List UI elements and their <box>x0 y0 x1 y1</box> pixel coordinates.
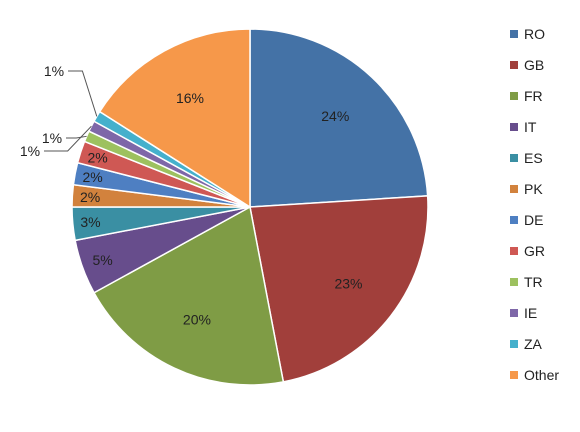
legend-swatch-ie <box>510 309 518 317</box>
legend: RO GB FR IT ES PK DE GR TR IE ZA Other <box>510 26 559 383</box>
legend-swatch-pk <box>510 185 518 193</box>
data-label-gb: 23% <box>334 275 362 291</box>
legend-label-tr: TR <box>524 274 543 290</box>
legend-swatch-za <box>510 340 518 348</box>
data-labels: 24%23%20%5%3%2%2%2%1%1%1%16% <box>20 63 363 328</box>
data-label-tr: 1% <box>42 130 62 146</box>
legend-label-pk: PK <box>524 181 543 197</box>
legend-label-gb: GB <box>524 57 544 73</box>
legend-label-ro: RO <box>524 26 545 42</box>
legend-swatch-it <box>510 123 518 131</box>
legend-swatch-gb <box>510 61 518 69</box>
legend-swatch-ro <box>510 30 518 38</box>
pie-slices <box>71 28 429 386</box>
legend-label-fr: FR <box>524 88 543 104</box>
data-label-es: 3% <box>80 214 100 230</box>
data-label-fr: 20% <box>183 312 211 328</box>
data-label-pk: 2% <box>80 189 100 205</box>
leader-lines <box>44 70 98 152</box>
leader-line-ie <box>44 125 92 152</box>
slice-fr <box>92 205 285 386</box>
data-label-it: 5% <box>93 252 113 268</box>
slice-other <box>98 28 251 209</box>
slice-gb <box>249 195 429 383</box>
legend-swatch-gr <box>510 247 518 255</box>
leader-line-tr <box>66 135 87 139</box>
data-label-other: 16% <box>176 90 204 106</box>
legend-label-de: DE <box>524 212 543 228</box>
legend-swatch-de <box>510 216 518 224</box>
slice-ro <box>249 28 429 208</box>
data-label-za: 1% <box>44 63 64 79</box>
data-label-ro: 24% <box>321 108 349 124</box>
data-label-ie: 1% <box>20 143 40 159</box>
leader-line-za <box>68 70 98 117</box>
legend-label-gr: GR <box>524 243 545 259</box>
legend-swatch-tr <box>510 278 518 286</box>
legend-label-other: Other <box>524 367 559 383</box>
data-label-gr: 2% <box>88 149 108 165</box>
legend-swatch-other <box>510 371 518 379</box>
legend-label-es: ES <box>524 150 543 166</box>
legend-swatch-fr <box>510 92 518 100</box>
legend-label-ie: IE <box>524 305 537 321</box>
data-label-de: 2% <box>83 169 103 185</box>
legend-label-it: IT <box>524 119 537 135</box>
legend-swatch-es <box>510 154 518 162</box>
legend-label-za: ZA <box>524 336 543 352</box>
